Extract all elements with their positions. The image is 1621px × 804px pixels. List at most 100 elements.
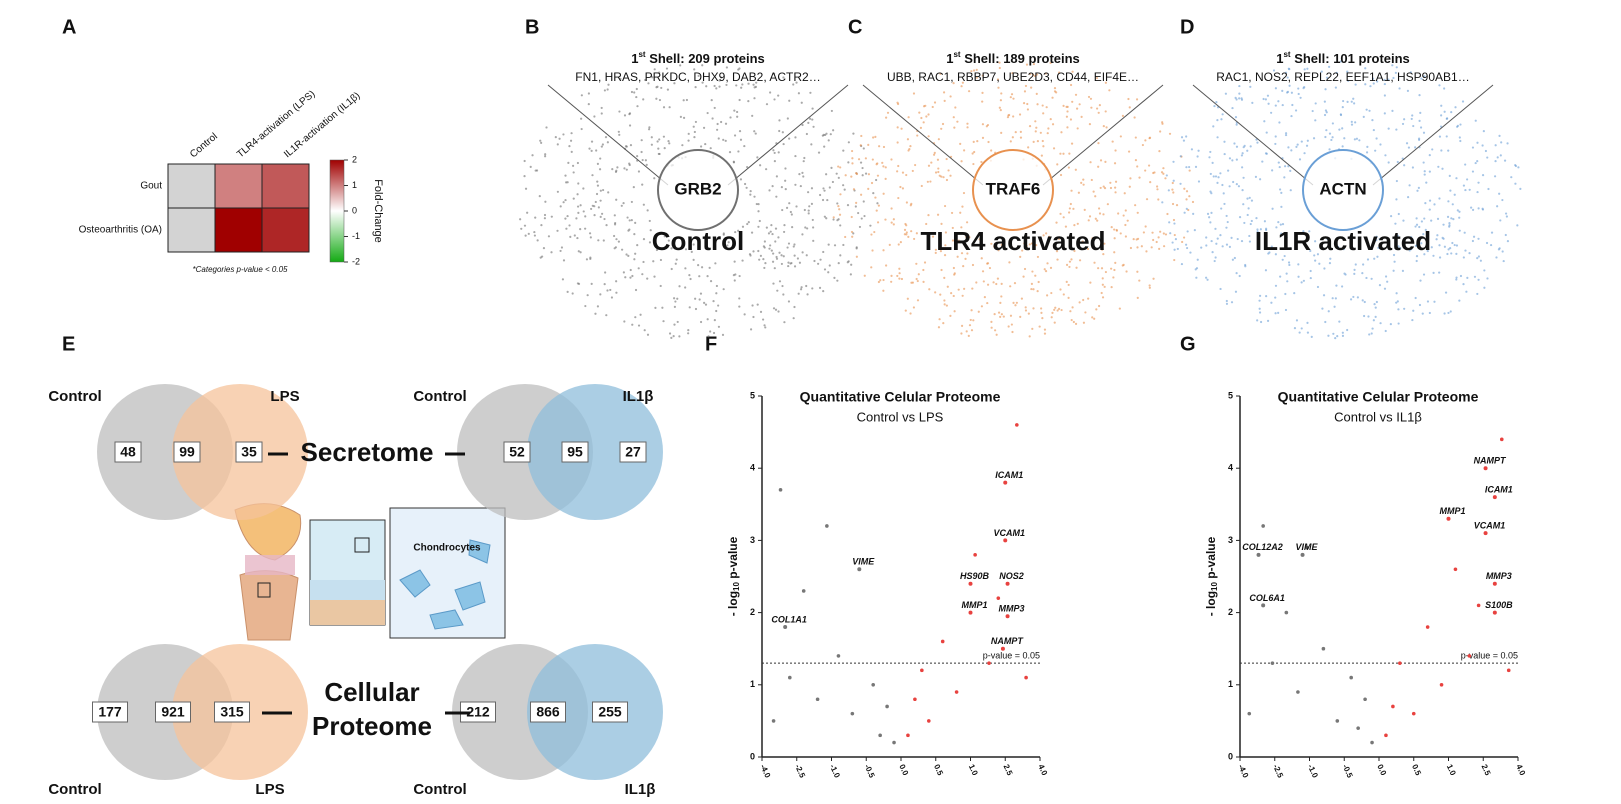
network-node — [1326, 237, 1329, 240]
point — [1467, 654, 1472, 658]
network-node — [1089, 281, 1092, 284]
network-node — [1375, 235, 1378, 238]
network-node — [659, 258, 663, 262]
network-node — [1279, 223, 1282, 226]
point — [1391, 704, 1395, 709]
network-node — [1446, 215, 1450, 218]
network-node — [531, 154, 534, 157]
network-node — [778, 119, 781, 122]
network-node — [965, 235, 968, 239]
network-node — [738, 305, 741, 308]
network-node — [1243, 144, 1246, 147]
network-node — [1124, 209, 1127, 212]
network-node — [824, 133, 827, 137]
network-node — [1121, 264, 1124, 267]
network-node — [615, 238, 618, 241]
network-node — [634, 316, 637, 319]
network-node — [693, 136, 696, 139]
network-node — [922, 105, 926, 108]
network-node — [1419, 279, 1422, 282]
network-node — [850, 215, 853, 219]
network-node — [1455, 244, 1459, 247]
network-node — [1030, 282, 1034, 286]
gene-label: HS90B — [960, 571, 990, 581]
network-node — [949, 95, 952, 98]
network-node — [937, 326, 941, 329]
network-node — [837, 176, 840, 179]
network-node — [1415, 244, 1418, 247]
network-node — [1172, 160, 1175, 163]
network-node — [933, 151, 936, 154]
network-node — [838, 208, 841, 211]
network-node — [672, 335, 675, 338]
network-node — [1057, 307, 1061, 310]
network-node — [660, 86, 663, 90]
shell-title: 1st Shell: 101 proteins — [1276, 50, 1410, 66]
network-node — [1041, 104, 1044, 107]
network-node — [781, 131, 784, 134]
network-node — [957, 288, 960, 291]
network-node — [642, 238, 646, 241]
network-node — [609, 288, 612, 292]
gene-point — [1300, 552, 1305, 557]
network-node — [772, 307, 776, 310]
network-node — [806, 293, 809, 296]
network-node — [668, 332, 672, 335]
network-node — [722, 288, 725, 291]
network-node — [590, 140, 594, 143]
network-node — [1289, 189, 1292, 192]
network-node — [945, 157, 948, 161]
network-node — [1270, 301, 1273, 304]
network-node — [1517, 166, 1520, 169]
network-node — [789, 262, 792, 265]
chart-subtitle: Control vs IL1β — [1334, 409, 1422, 424]
network-node — [1241, 152, 1244, 155]
network-node — [1023, 242, 1026, 245]
network-node — [1468, 188, 1471, 191]
network-node — [1362, 115, 1365, 118]
network-node — [1504, 233, 1507, 237]
gene-point — [1256, 552, 1261, 557]
network-node — [594, 200, 597, 204]
network-node — [1036, 255, 1040, 259]
network-node — [673, 305, 676, 308]
network-node — [823, 268, 827, 271]
network-node — [1060, 308, 1063, 312]
network-node — [634, 252, 637, 255]
network-node — [1265, 228, 1268, 232]
network-node — [942, 91, 946, 94]
network-node — [1240, 154, 1244, 157]
network-node — [629, 276, 632, 279]
network-node — [918, 111, 921, 114]
network-node — [1352, 295, 1355, 299]
network-node — [623, 320, 626, 323]
network-node — [593, 205, 596, 208]
network-node — [1037, 280, 1040, 284]
network-node — [905, 201, 908, 204]
network-node — [773, 267, 776, 270]
network-node — [646, 209, 649, 212]
network-node — [721, 333, 725, 337]
network-node — [1270, 245, 1273, 248]
network-node — [915, 232, 918, 235]
network-node — [735, 84, 738, 87]
network-node — [1323, 113, 1327, 117]
gene-label: MMP3 — [1486, 571, 1512, 581]
network-node — [1350, 123, 1354, 126]
point — [1261, 524, 1265, 528]
network-node — [772, 282, 775, 285]
network-node — [570, 132, 573, 135]
network-node — [718, 85, 721, 88]
network-node — [1370, 277, 1373, 280]
network-node — [800, 101, 803, 104]
network-node — [1378, 284, 1382, 287]
count-label: 921 — [161, 704, 185, 720]
network-node — [566, 181, 569, 184]
network-node — [737, 229, 740, 232]
network-node — [1209, 150, 1212, 154]
network-node — [741, 83, 744, 86]
network-node — [874, 135, 877, 138]
network-node — [717, 325, 721, 328]
network-node — [771, 260, 775, 263]
network-node — [544, 155, 547, 158]
